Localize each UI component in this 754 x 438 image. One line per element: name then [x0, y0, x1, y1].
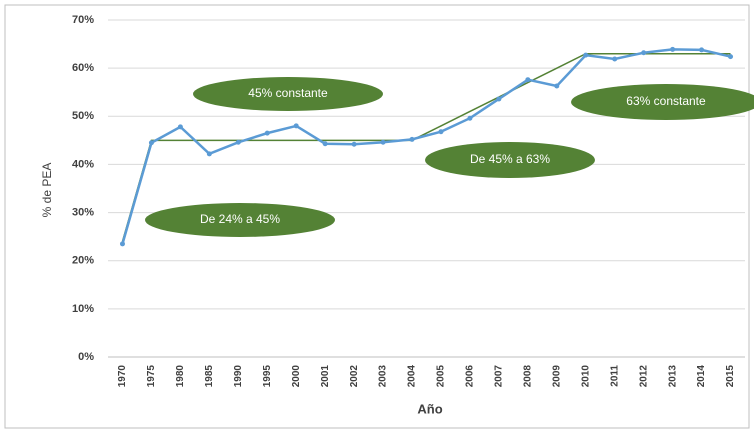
data-point [177, 124, 183, 130]
x-tick-label: 1980 [175, 365, 186, 388]
data-point [612, 56, 618, 62]
x-tick-label: 2012 [638, 365, 649, 388]
y-axis-label: % de PEA [40, 163, 54, 218]
data-point [380, 139, 386, 145]
data-line [121, 48, 731, 245]
annotation-bubble [571, 84, 754, 120]
x-tick-label: 2000 [291, 365, 302, 388]
y-tick-label: 60% [72, 62, 94, 74]
data-point [322, 141, 328, 147]
x-tick-label: 1985 [204, 365, 215, 388]
y-tick-label: 0% [78, 351, 94, 363]
x-tick-label: 1970 [117, 365, 128, 388]
data-point [206, 151, 212, 157]
x-tick-label: 2015 [725, 365, 736, 388]
data-point [409, 136, 415, 142]
x-tick-label: 2009 [551, 365, 562, 388]
annotation-bubble [193, 77, 383, 111]
x-tick-label: 2005 [436, 365, 447, 388]
y-tick-label: 50% [72, 110, 94, 122]
x-tick-label: 2006 [465, 365, 476, 388]
x-axis-label: Año [417, 401, 442, 416]
data-point [728, 54, 734, 60]
annotation: De 45% a 63% [470, 152, 550, 166]
data-point [264, 130, 270, 136]
data-point [641, 50, 647, 56]
x-tick-label: 2004 [407, 365, 418, 388]
x-tick-label: 2013 [667, 365, 678, 388]
x-tick-label: 1990 [233, 365, 244, 388]
x-tick-label: 1975 [146, 365, 157, 388]
y-tick-label: 30% [72, 206, 94, 218]
y-tick-label: 40% [72, 158, 94, 170]
data-point [293, 123, 299, 129]
annotation: 45% constante [248, 86, 328, 100]
data-point [699, 47, 705, 53]
data-point [148, 140, 154, 146]
data-point [554, 83, 560, 89]
x-tick-label: 2010 [580, 365, 591, 388]
data-point [119, 241, 125, 247]
x-tick-label: 2014 [696, 365, 707, 388]
data-point [583, 52, 589, 58]
annotation: 63% constante [626, 94, 706, 108]
trend-line [121, 52, 731, 242]
data-point [525, 77, 531, 83]
annotation-bubble [145, 203, 335, 237]
y-tick-label: 70% [72, 14, 94, 26]
data-point [670, 46, 676, 52]
annotation-bubble [425, 142, 595, 178]
data-point [467, 115, 473, 121]
y-tick-label: 10% [72, 303, 94, 315]
data-point [351, 141, 357, 147]
x-tick-label: 2003 [378, 365, 389, 388]
data-point [496, 96, 502, 102]
data-point [235, 139, 241, 145]
x-tick-label: 2007 [494, 365, 505, 388]
x-tick-label: 2001 [320, 365, 331, 388]
annotation: De 24% a 45% [200, 212, 280, 226]
x-tick-label: 2011 [609, 365, 620, 387]
x-tick-label: 1995 [262, 365, 273, 388]
y-tick-label: 20% [72, 255, 94, 267]
x-tick-label: 2002 [349, 365, 360, 388]
data-point [438, 129, 444, 135]
x-tick-label: 2008 [522, 365, 533, 388]
